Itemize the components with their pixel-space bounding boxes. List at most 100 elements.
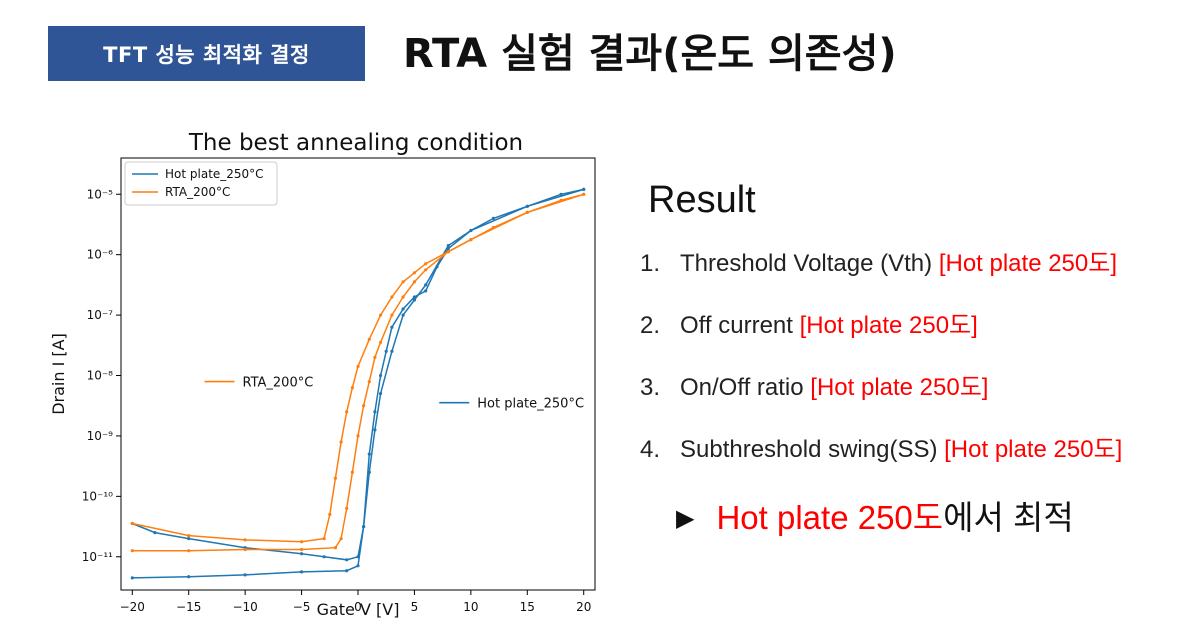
data-point-hot-plate (373, 410, 377, 414)
data-point-rta (401, 295, 405, 299)
y-tick-label: 10⁻⁵ (87, 187, 114, 201)
result-item-text: Threshold Voltage (Vth) (680, 250, 933, 277)
result-item-number: 4. (640, 436, 661, 463)
x-tick-label: 15 (520, 600, 535, 614)
x-tick-label: 0 (354, 600, 362, 614)
data-point-rta (187, 549, 191, 553)
data-point-rta (424, 262, 428, 266)
data-point-rta (525, 210, 529, 214)
result-item-1: 1. Threshold Voltage (Vth) [Hot plate 250… (640, 244, 1122, 306)
data-point-hot-plate (187, 575, 191, 579)
annotation-label-rta: RTA_200°C (243, 376, 314, 391)
data-point-rta (328, 512, 332, 517)
result-item-highlight: [Hot plate 250도] (938, 250, 1117, 277)
data-point-hot-plate (187, 537, 191, 541)
result-item-text: Subthreshold swing(SS) (680, 436, 938, 463)
data-point-rta (333, 476, 337, 480)
y-axis-label: Drain I [A] (49, 333, 68, 415)
data-point-hot-plate (491, 216, 495, 220)
x-axis: −20 −15 −10 −5 0 5 10 15 20 (120, 590, 591, 614)
data-point-hot-plate (582, 187, 586, 191)
series-line-rta (132, 193, 584, 552)
data-point-rta (401, 280, 405, 284)
data-point-rta (390, 313, 394, 317)
data-point-rta (345, 410, 349, 414)
data-point-rta (356, 434, 360, 438)
data-point-rta (187, 534, 191, 538)
data-point-rta (130, 549, 134, 553)
data-point-rta (350, 386, 354, 390)
data-point-hot-plate (243, 573, 247, 577)
data-point-hot-plate (367, 470, 371, 474)
data-point-hot-plate (412, 298, 416, 302)
y-tick-label: 10⁻⁶ (87, 248, 114, 262)
data-point-rta (412, 271, 416, 275)
data-point-hot-plate (390, 349, 394, 353)
data-point-hot-plate (401, 313, 405, 317)
data-point-rta (322, 537, 326, 541)
data-point-hot-plate (130, 576, 134, 580)
page-title: RTA 실험 결과(온도 의존성) (403, 31, 897, 77)
data-point-hot-plate (424, 283, 428, 287)
data-point-hot-plate (153, 531, 157, 535)
data-point-rta (373, 355, 377, 359)
data-point-rta (130, 521, 134, 526)
data-point-hot-plate (367, 452, 371, 456)
data-point-hot-plate (356, 564, 360, 568)
x-axis-label: Gate V [V] (317, 600, 400, 619)
data-point-hot-plate (384, 349, 388, 353)
result-item-number: 3. (640, 374, 661, 401)
x-tick-label: 20 (576, 600, 591, 614)
annotation-layer: RTA_200°C Hot plate_250°C (204, 376, 584, 412)
data-point-hot-plate (401, 307, 405, 311)
result-item-number: 2. (640, 312, 661, 339)
result-heading: Result (648, 179, 756, 221)
series-layer (130, 187, 586, 580)
data-point-hot-plate (345, 558, 349, 562)
result-item-highlight: [Hot plate 250도] (810, 374, 989, 401)
data-point-hot-plate (379, 392, 383, 396)
data-point-hot-plate (356, 555, 360, 559)
section-tag: TFT 성능 최적화 결정 (48, 26, 365, 81)
data-point-hot-plate (345, 569, 349, 573)
x-tick-label: −20 (120, 600, 145, 614)
data-point-hot-plate (424, 289, 428, 293)
data-point-rta (333, 546, 337, 550)
y-tick-label: 10⁻⁸ (87, 369, 114, 383)
data-point-hot-plate (373, 428, 377, 432)
data-point-hot-plate (446, 244, 450, 248)
y-tick-label: 10⁻⁷ (87, 308, 114, 322)
data-point-rta (390, 295, 394, 299)
data-point-hot-plate (379, 373, 383, 378)
series-line-hot-plate (132, 188, 584, 561)
x-tick-label: −15 (176, 600, 201, 614)
data-point-rta (356, 364, 360, 368)
data-point-rta (339, 440, 343, 444)
series-line-rta (132, 193, 584, 543)
result-item-text: On/Off ratio (680, 374, 804, 401)
result-item-2: 2. Off current [Hot plate 250도] (640, 306, 1122, 368)
series-line-hot-plate (132, 188, 584, 579)
data-point-rta (345, 506, 349, 510)
data-point-hot-plate (469, 228, 473, 233)
result-item-3: 3. On/Off ratio [Hot plate 250도] (640, 368, 1122, 430)
data-point-hot-plate (525, 204, 529, 208)
legend: Hot plate_250°C RTA_200°C (124, 161, 278, 206)
legend-label-hot-plate: Hot plate_250°C (165, 167, 264, 181)
data-point-hot-plate (559, 192, 563, 196)
data-point-rta (446, 250, 450, 254)
iv-curve-chart: The best annealing condition −20 −15 −10 −5… (49, 130, 596, 619)
data-point-hot-plate (390, 325, 394, 329)
data-point-rta (243, 547, 247, 552)
x-tick-label: −5 (293, 600, 311, 614)
data-point-rta (300, 540, 304, 544)
x-tick-label: 5 (411, 600, 419, 614)
y-tick-label: 10⁻¹⁰ (82, 489, 113, 503)
plot-area-frame (120, 157, 596, 591)
result-item-highlight: [Hot plate 250도] (799, 312, 978, 339)
data-point-rta (582, 192, 586, 196)
data-point-rta (362, 404, 366, 408)
data-point-rta (243, 538, 247, 542)
x-tick-label: 10 (463, 600, 478, 614)
data-point-rta (424, 268, 428, 272)
